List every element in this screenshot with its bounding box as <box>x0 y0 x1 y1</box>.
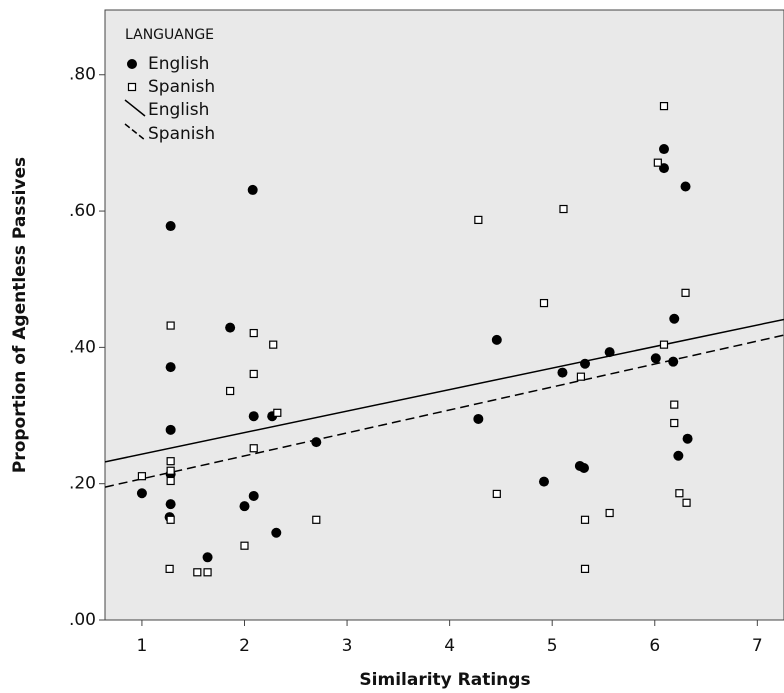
point <box>248 411 259 422</box>
point <box>670 400 679 409</box>
point <box>673 450 684 461</box>
point <box>580 564 590 573</box>
point <box>680 181 691 192</box>
legend-title: LANGUANGE <box>125 27 214 43</box>
point <box>559 204 568 214</box>
point <box>311 437 322 448</box>
y-tick-label: .00 <box>69 610 96 630</box>
point <box>249 328 258 338</box>
point <box>165 564 174 573</box>
point <box>491 334 502 345</box>
legend-line <box>124 123 146 141</box>
x-tick-label: 1 <box>137 636 148 656</box>
point <box>675 489 684 498</box>
legend: LANGUANGE English Spanish English Spanish <box>124 27 215 144</box>
point <box>539 298 549 308</box>
x-tick-label: 5 <box>547 636 558 656</box>
point <box>682 498 691 507</box>
y-tick-label: .20 <box>69 474 96 494</box>
y-tick-label: .80 <box>69 65 96 85</box>
point <box>165 424 176 435</box>
fit-line <box>105 318 784 463</box>
point <box>136 488 147 499</box>
point <box>166 466 175 475</box>
point <box>682 433 693 444</box>
legend-label: Spanish <box>148 124 215 144</box>
point <box>249 369 258 379</box>
point <box>226 386 235 396</box>
point <box>166 476 175 486</box>
y-tick-label: .40 <box>69 337 96 357</box>
point <box>166 321 175 330</box>
point <box>659 340 669 349</box>
point <box>681 288 690 297</box>
point <box>668 356 679 367</box>
point <box>166 515 175 524</box>
point <box>605 508 614 518</box>
point <box>576 372 586 381</box>
x-tick-label: 7 <box>752 636 763 656</box>
legend-line <box>124 99 146 117</box>
point <box>557 367 568 378</box>
point <box>240 541 249 550</box>
point <box>670 418 679 428</box>
point <box>653 158 662 167</box>
point <box>166 457 175 466</box>
point <box>165 221 176 232</box>
point <box>165 499 176 510</box>
point <box>312 515 321 524</box>
point <box>578 463 589 474</box>
point <box>193 568 202 577</box>
x-axis-title: Similarity Ratings <box>359 670 530 690</box>
y-axis-title: Proportion of Agentless Passives <box>10 157 30 473</box>
x-tick-label: 4 <box>444 636 455 656</box>
point <box>249 444 258 453</box>
point <box>492 489 501 499</box>
point <box>659 102 669 111</box>
x-tick-label: 6 <box>649 636 660 656</box>
point <box>273 408 282 417</box>
point <box>474 215 483 225</box>
plot <box>105 102 784 577</box>
point <box>202 552 213 563</box>
point <box>248 490 259 501</box>
x-tick-label: 3 <box>342 636 353 656</box>
point <box>580 515 590 524</box>
y-tick-label: .60 <box>69 201 96 221</box>
legend-label: English <box>148 54 209 74</box>
point <box>473 413 484 424</box>
point <box>203 568 212 577</box>
point <box>127 59 137 69</box>
legend-label: English <box>148 100 209 120</box>
legend-label: Spanish <box>148 77 215 97</box>
point <box>604 347 615 358</box>
point <box>271 527 282 538</box>
point <box>239 501 250 512</box>
point <box>538 476 549 487</box>
point <box>137 472 147 481</box>
point <box>269 340 278 349</box>
point <box>580 358 591 369</box>
point <box>247 184 258 195</box>
point <box>127 82 137 92</box>
point <box>669 313 680 324</box>
point <box>650 353 661 364</box>
x-tick-label: 2 <box>239 636 250 656</box>
point <box>225 322 236 333</box>
point <box>165 362 176 373</box>
point <box>658 144 669 155</box>
plot-area <box>104 9 784 621</box>
